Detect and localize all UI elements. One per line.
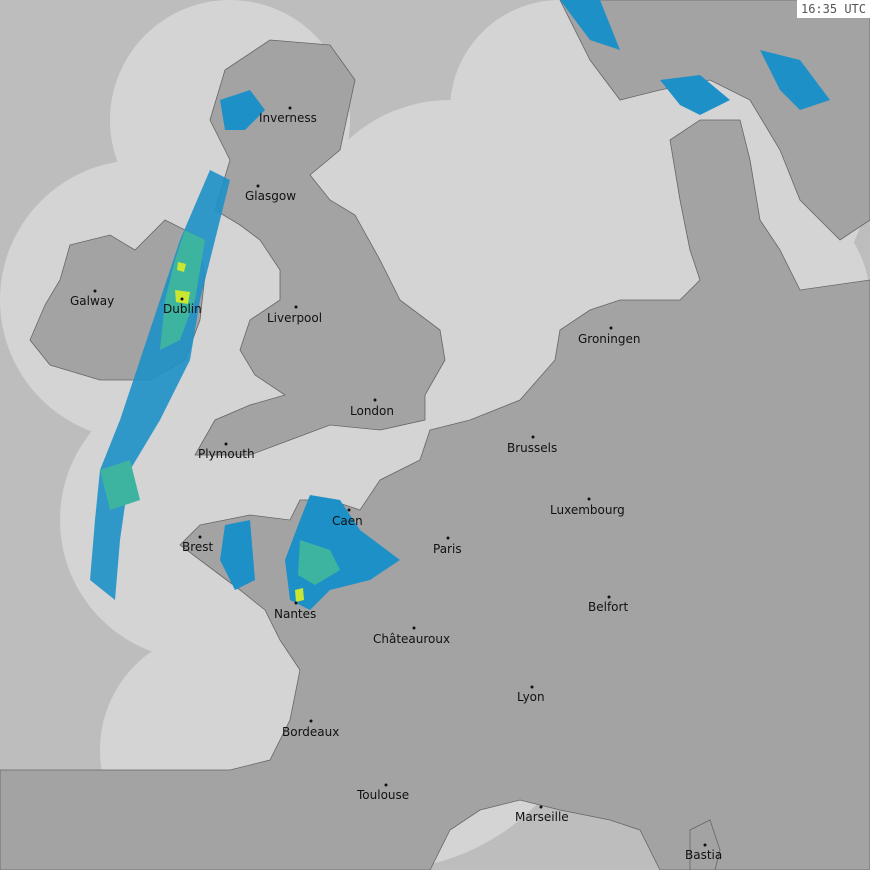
timestamp-label: 16:35 UTC: [796, 0, 870, 18]
city-dot: [587, 497, 591, 501]
city-dot: [539, 805, 543, 809]
city-marker: Glasgow: [245, 184, 296, 203]
city-label: Marseille: [515, 810, 569, 824]
city-marker: Plymouth: [198, 442, 255, 461]
city-dot: [446, 536, 450, 540]
city-dot: [609, 326, 613, 330]
great-britain: [194, 39, 446, 456]
city-label: Galway: [70, 294, 114, 308]
city-label: Bastia: [685, 848, 722, 862]
city-label: Dublin: [163, 302, 202, 316]
city-marker: Lyon: [517, 685, 545, 704]
city-label: Toulouse: [356, 788, 409, 802]
city-label: Brest: [182, 540, 214, 554]
city-label: Groningen: [578, 332, 640, 346]
city-dot: [607, 595, 611, 599]
precipitation-echoes: [90, 0, 830, 610]
city-marker: Caen: [332, 508, 363, 528]
city-markers: Inverness Glasgow Galway Dublin Liverpool Lon…: [70, 106, 722, 862]
city-marker: London: [350, 398, 394, 418]
city-marker: Brest: [182, 535, 214, 554]
city-dot: [373, 398, 377, 402]
city-marker: Toulouse: [356, 783, 409, 802]
city-label: Liverpool: [267, 311, 322, 325]
city-label: Châteauroux: [373, 632, 450, 646]
city-marker: Châteauroux: [373, 626, 450, 646]
city-label: Brussels: [507, 441, 557, 455]
city-dot: [294, 601, 298, 605]
city-label: Plymouth: [198, 447, 255, 461]
city-label: Bordeaux: [282, 725, 339, 739]
city-label: London: [350, 404, 394, 418]
city-dot: [256, 184, 260, 188]
city-dot: [530, 685, 534, 689]
city-marker: Brussels: [507, 435, 557, 455]
city-marker: Inverness: [259, 106, 317, 125]
city-dot: [198, 535, 202, 539]
city-dot: [703, 843, 707, 847]
city-label: Caen: [332, 514, 363, 528]
city-label: Paris: [433, 542, 462, 556]
city-marker: Groningen: [578, 326, 640, 346]
city-marker: Nantes: [274, 601, 316, 621]
city-dot: [347, 508, 351, 512]
city-marker: Galway: [70, 289, 114, 308]
city-dot: [412, 626, 416, 630]
city-label: Luxembourg: [550, 503, 625, 517]
city-label: Lyon: [517, 690, 545, 704]
city-dot: [309, 719, 313, 723]
city-marker: Liverpool: [267, 305, 322, 325]
city-marker: Bordeaux: [282, 719, 339, 739]
city-label: Belfort: [588, 600, 628, 614]
city-marker: Luxembourg: [550, 497, 625, 517]
city-dot: [531, 435, 535, 439]
city-label: Inverness: [259, 111, 317, 125]
city-dot: [288, 106, 292, 110]
city-marker: Belfort: [588, 595, 628, 614]
city-dot: [224, 442, 228, 446]
city-marker: Dublin: [163, 297, 202, 316]
continent: [0, 119, 870, 870]
city-label: Glasgow: [245, 189, 296, 203]
city-dot: [384, 783, 388, 787]
city-marker: Marseille: [515, 805, 569, 824]
city-dot: [180, 297, 184, 301]
city-marker: Bastia: [685, 843, 722, 862]
city-dot: [294, 305, 298, 309]
city-dot: [93, 289, 97, 293]
city-label: Nantes: [274, 607, 316, 621]
city-marker: Paris: [433, 536, 462, 556]
